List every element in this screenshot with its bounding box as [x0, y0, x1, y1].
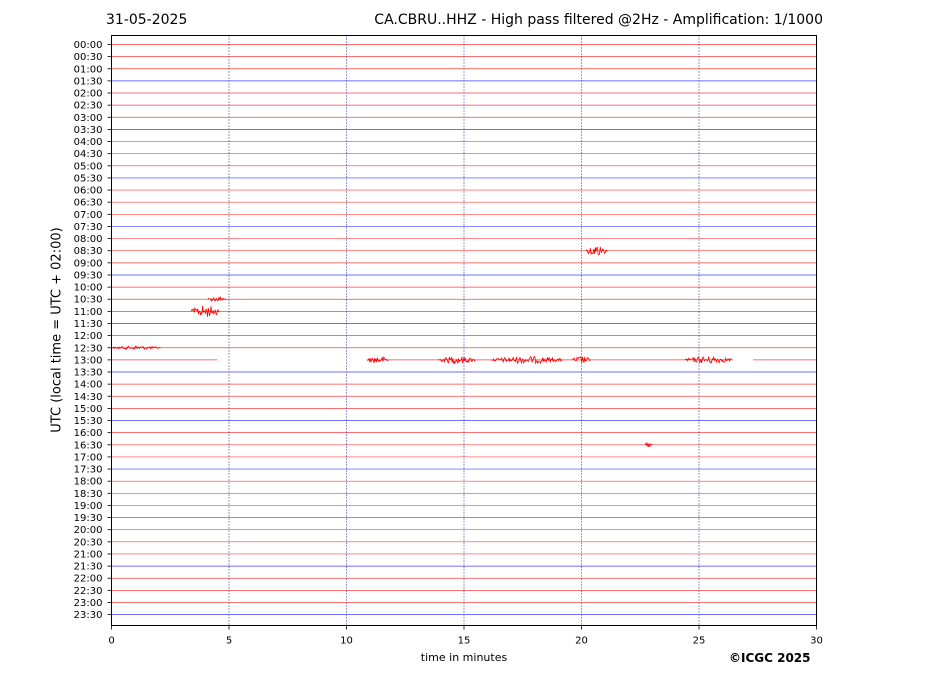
y-tick-label: 04:30	[74, 149, 103, 160]
y-tick-label: 10:30	[74, 295, 103, 306]
y-tick-label: 03:30	[74, 125, 103, 136]
y-tick-label: 07:30	[74, 222, 103, 233]
event-burst-1300	[684, 355, 732, 364]
y-tick-label: 09:30	[74, 270, 103, 281]
y-tick-label: 19:00	[74, 501, 103, 512]
y-tick-label: 14:30	[74, 392, 103, 403]
y-tick-label: 00:00	[74, 40, 103, 51]
y-tick-label: 03:00	[74, 113, 103, 124]
y-tick-label: 12:00	[74, 331, 103, 342]
event-burst-1630	[644, 442, 653, 448]
event-burst-1300	[492, 355, 563, 365]
x-tick-label: 10	[340, 636, 353, 647]
y-tick-label: 18:00	[74, 477, 103, 488]
x-tick-label: 5	[226, 636, 232, 647]
x-tick-label: 0	[108, 636, 114, 647]
y-tick-label: 16:30	[74, 440, 103, 451]
y-tick-label: 06:30	[74, 198, 103, 209]
y-tick-label: 05:30	[74, 173, 103, 184]
y-tick-label: 07:00	[74, 210, 103, 221]
y-tick-label: 18:30	[74, 489, 103, 500]
y-tick-label: 13:00	[74, 355, 103, 366]
plot-title: CA.CBRU..HHZ - High pass filtered @2Hz -…	[374, 12, 823, 28]
event-burst-1030	[207, 295, 227, 302]
y-tick-label: 15:00	[74, 404, 103, 415]
y-tick-label: 22:00	[74, 574, 103, 585]
y-tick-label: 01:30	[74, 76, 103, 87]
y-tick-label: 11:30	[74, 319, 103, 330]
y-tick-label: 21:00	[74, 549, 103, 560]
y-tick-label: 17:00	[74, 452, 103, 463]
y-axis-label: UTC (local time = UTC + 02:00)	[49, 227, 65, 433]
event-burst-1230	[111, 345, 161, 351]
y-tick-label: 02:30	[74, 101, 103, 112]
event-burst-1300	[367, 356, 389, 364]
y-tick-label: 08:30	[74, 246, 103, 257]
y-tick-label: 23:00	[74, 598, 103, 609]
y-tick-label: 04:00	[74, 137, 103, 148]
y-tick-label: 10:00	[74, 283, 103, 294]
y-tick-label: 20:00	[74, 525, 103, 536]
y-tick-label: 01:00	[74, 64, 103, 75]
x-tick-label: 20	[575, 636, 588, 647]
y-tick-label: 11:00	[74, 307, 103, 318]
plot-frame	[111, 35, 817, 626]
y-tick-label: 13:30	[74, 368, 103, 379]
y-tick-label: 23:30	[74, 610, 103, 621]
y-tick-label: 12:30	[74, 343, 103, 354]
y-tick-label: 22:30	[74, 586, 103, 597]
x-tick-label: 15	[458, 636, 471, 647]
x-axis-label: time in minutes	[420, 651, 508, 664]
y-tick-label: 02:00	[74, 89, 103, 100]
grid-layer	[228, 35, 700, 626]
y-tick-label: 06:00	[74, 186, 103, 197]
event-burst-1100	[191, 305, 220, 317]
y-tick-label: 17:30	[74, 465, 103, 476]
y-tick-label: 09:00	[74, 258, 103, 269]
x-tick-label: 25	[693, 636, 706, 647]
x-tick-layer: 0 5 10 15 20 25 30	[108, 625, 823, 647]
event-burst-1300	[571, 356, 591, 363]
y-tick-label: 16:00	[74, 428, 103, 439]
y-tick-label: 14:00	[74, 380, 103, 391]
y-tick-label: 20:30	[74, 537, 103, 548]
plot-date: 31-05-2025	[106, 12, 188, 28]
x-tick-label: 30	[810, 636, 823, 647]
y-tick-label: 08:00	[74, 234, 103, 245]
y-tick-label: 00:30	[74, 52, 103, 63]
copyright-text: ©ICGC 2025	[729, 651, 811, 665]
y-tick-label: 05:00	[74, 161, 103, 172]
event-burst-0830	[585, 246, 608, 256]
y-tick-label: 15:30	[74, 416, 103, 427]
y-tick-label: 21:30	[74, 562, 103, 573]
event-burst-1300	[437, 356, 476, 365]
y-tick-label: 19:30	[74, 513, 103, 524]
